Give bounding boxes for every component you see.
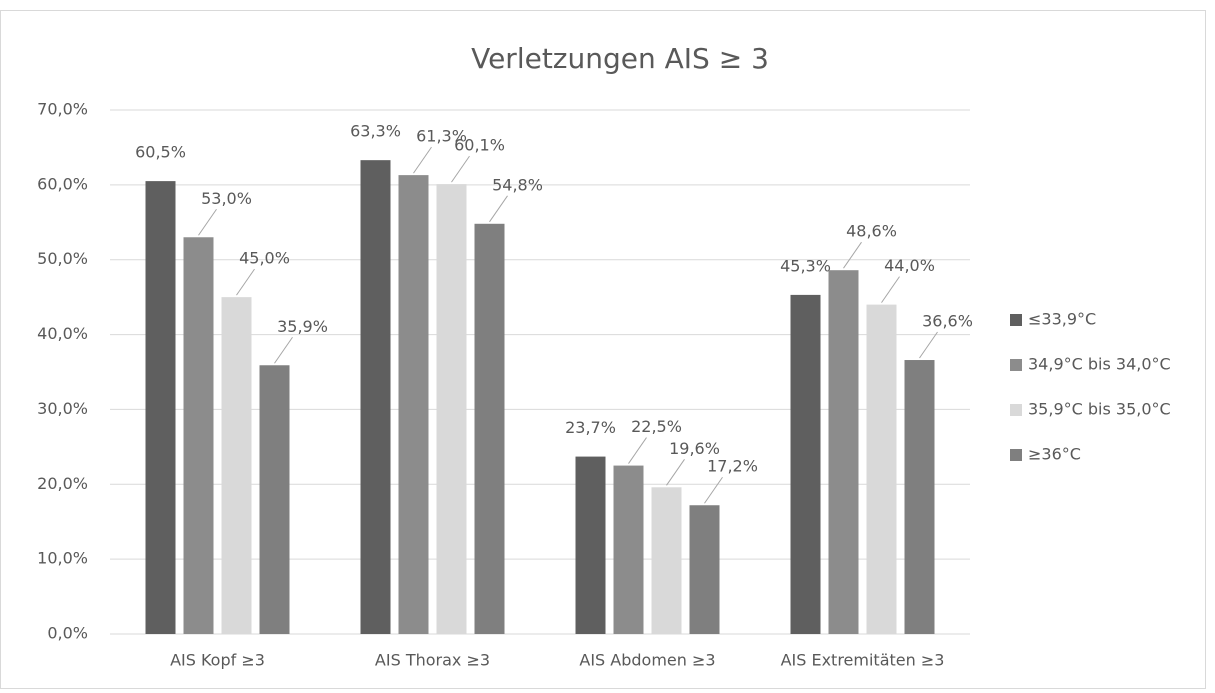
leader-line bbox=[843, 241, 862, 269]
chart-title: Verletzungen AIS ≥ 3 bbox=[471, 42, 769, 75]
leader-line bbox=[489, 195, 508, 223]
data-label: 61,3% bbox=[416, 127, 467, 146]
data-label: 22,5% bbox=[631, 417, 682, 436]
bar bbox=[651, 487, 682, 634]
bar bbox=[689, 505, 720, 634]
bar bbox=[828, 270, 859, 634]
y-tick-label: 50,0% bbox=[37, 249, 88, 268]
y-tick-label: 40,0% bbox=[37, 324, 88, 343]
legend-label: ≥36°C bbox=[1028, 445, 1081, 464]
y-tick-label: 30,0% bbox=[37, 399, 88, 418]
leader-line bbox=[451, 155, 470, 183]
legend-swatch bbox=[1010, 314, 1022, 326]
y-tick-label: 0,0% bbox=[47, 624, 88, 643]
data-label: 53,0% bbox=[201, 189, 252, 208]
bar bbox=[474, 223, 505, 635]
bar bbox=[904, 360, 935, 634]
leader-line bbox=[628, 437, 647, 464]
y-tick-label: 20,0% bbox=[37, 474, 88, 493]
legend-swatch bbox=[1010, 359, 1022, 371]
bar bbox=[259, 365, 290, 634]
bar bbox=[398, 175, 429, 634]
leader-line bbox=[236, 268, 255, 296]
data-label: 60,5% bbox=[135, 143, 186, 162]
data-label: 54,8% bbox=[492, 175, 543, 194]
bar bbox=[613, 465, 644, 634]
data-label: 35,9% bbox=[277, 317, 328, 336]
legend-label: 34,9°C bis 34,0°C bbox=[1028, 355, 1171, 374]
data-label: 44,0% bbox=[884, 256, 935, 275]
legend-label: 35,9°C bis 35,0°C bbox=[1028, 400, 1171, 419]
data-label: 45,3% bbox=[780, 256, 831, 275]
leader-line bbox=[919, 331, 938, 359]
leader-line bbox=[704, 476, 723, 504]
x-tick-label: AIS Thorax ≥3 bbox=[375, 651, 490, 670]
data-label: 48,6% bbox=[846, 222, 897, 241]
legend-swatch bbox=[1010, 449, 1022, 461]
data-label: 23,7% bbox=[565, 418, 616, 437]
legend-label: ≤33,9°C bbox=[1028, 310, 1096, 329]
leader-line bbox=[274, 336, 293, 364]
bar bbox=[145, 181, 176, 634]
bar bbox=[790, 294, 821, 634]
y-tick-label: 60,0% bbox=[37, 174, 88, 193]
x-tick-label: AIS Kopf ≥3 bbox=[170, 651, 265, 670]
leader-line bbox=[881, 276, 900, 303]
bar bbox=[436, 184, 467, 634]
data-label: 36,6% bbox=[922, 312, 973, 331]
x-tick-label: AIS Abdomen ≥3 bbox=[579, 651, 715, 670]
bar bbox=[183, 237, 214, 634]
leader-line bbox=[413, 146, 432, 174]
data-label: 63,3% bbox=[350, 122, 401, 141]
data-label: 60,1% bbox=[454, 136, 505, 155]
bar bbox=[221, 297, 252, 634]
bar bbox=[866, 304, 897, 634]
data-label: 45,0% bbox=[239, 249, 290, 268]
bar bbox=[360, 160, 391, 634]
data-label: 19,6% bbox=[669, 439, 720, 458]
data-label: 17,2% bbox=[707, 457, 758, 476]
leader-line bbox=[198, 208, 217, 236]
bar bbox=[575, 456, 606, 634]
x-tick-label: AIS Extremitäten ≥3 bbox=[781, 651, 945, 670]
y-tick-label: 70,0% bbox=[37, 100, 88, 119]
leader-line bbox=[666, 458, 685, 486]
legend-swatch bbox=[1010, 404, 1022, 416]
y-tick-label: 10,0% bbox=[37, 549, 88, 568]
